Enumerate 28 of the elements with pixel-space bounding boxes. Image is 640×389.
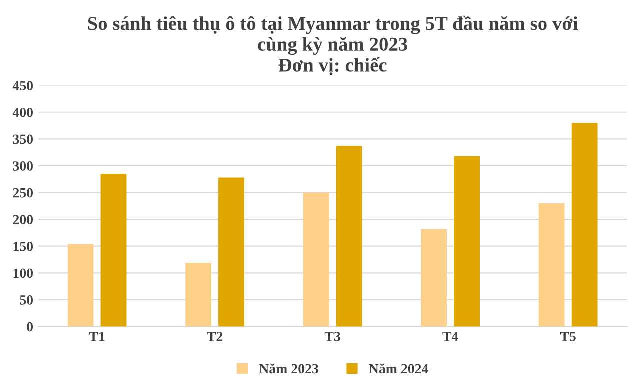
y-tick-label: 50: [20, 296, 34, 305]
x-tick-label: T5: [560, 332, 576, 342]
bar: [572, 123, 598, 327]
y-tick-label: 0: [27, 322, 34, 332]
bar: [303, 192, 330, 327]
bar: [186, 262, 212, 327]
y-tick-label: 350: [13, 134, 34, 144]
x-tick-label: T3: [324, 332, 340, 342]
x-tick-label: T1: [89, 332, 105, 342]
y-tick-label: 300: [13, 162, 34, 171]
y-tick-label: 250: [13, 188, 34, 198]
y-tick-label: 150: [14, 242, 34, 252]
y-tick-label: 200: [13, 215, 34, 225]
bar: [538, 203, 565, 327]
bar: [68, 244, 94, 327]
x-tick-label: T2: [207, 332, 223, 342]
chart-title: So sánh tiêu thụ ô tô tại Myanmar trong 5T đầu năm so với cùng kỳ năm 2023 Đơn vị: chiếc: [88, 16, 578, 76]
bar: [100, 174, 127, 327]
bar: [218, 178, 244, 327]
y-tick-label: 450: [12, 81, 34, 91]
y-tick-label: 400: [12, 108, 34, 118]
bar: [454, 156, 480, 327]
x-tick-label: T4: [442, 332, 458, 342]
bar: [336, 146, 362, 327]
legend-label: Năm 2024: [369, 364, 428, 374]
legend-label: Năm 2023: [259, 364, 318, 374]
bar: [421, 229, 448, 327]
y-tick-label: 100: [14, 268, 34, 278]
